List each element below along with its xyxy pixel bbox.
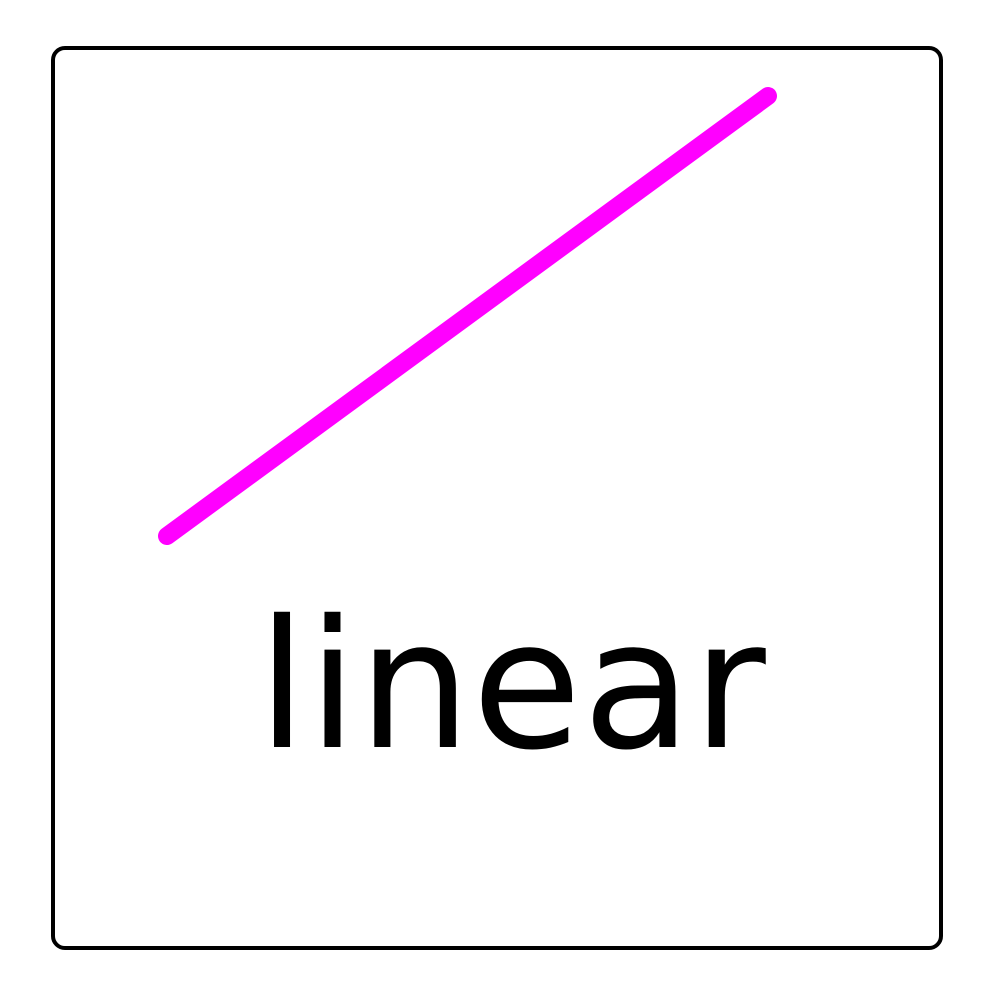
icon-frame <box>51 46 943 950</box>
linear-line <box>158 87 777 545</box>
icon-label: linear <box>257 582 767 789</box>
